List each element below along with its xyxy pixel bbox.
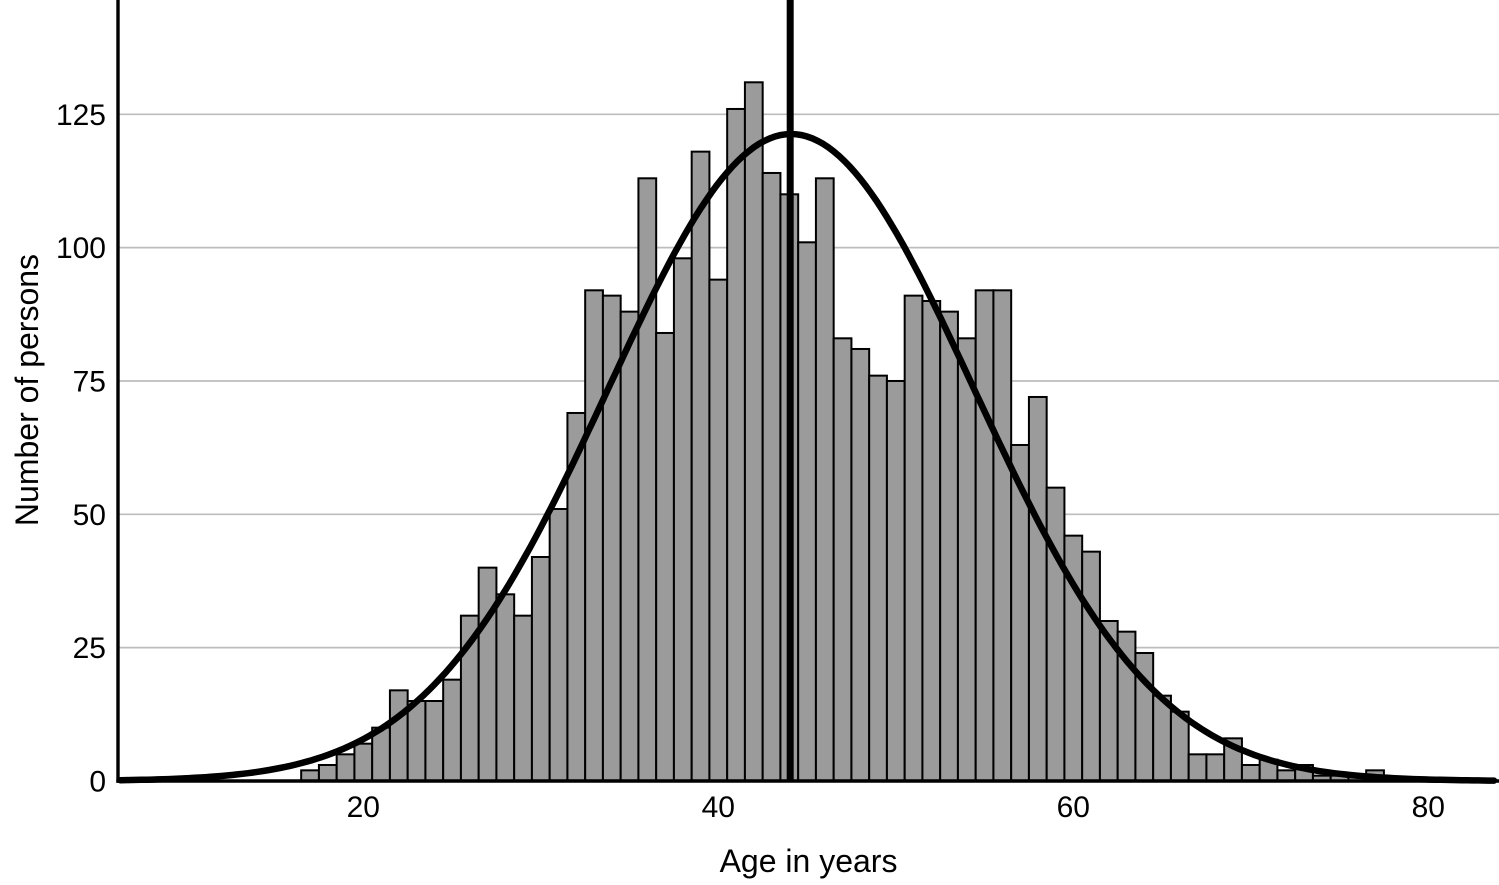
histogram-bar: [850, 347, 871, 782]
histogram-bar: [974, 289, 995, 782]
histogram-bar: [388, 689, 409, 782]
y-tick-label: 50: [73, 499, 106, 532]
histogram-bar: [832, 337, 853, 782]
histogram-bar: [353, 742, 374, 782]
histogram-bar: [992, 289, 1013, 782]
histogram-bar: [424, 699, 445, 782]
histogram-bar: [477, 566, 498, 782]
y-tick-label: 100: [56, 232, 106, 265]
histogram-bar: [1187, 753, 1208, 782]
y-axis-title: Number of persons: [9, 253, 45, 527]
histogram-bar: [637, 177, 658, 782]
histogram-bar: [814, 177, 835, 782]
histogram-bar: [921, 299, 942, 782]
histogram-bar: [797, 241, 817, 782]
histogram-bar: [335, 753, 356, 782]
histogram-bar: [690, 150, 711, 782]
histogram-bar: [672, 257, 693, 782]
x-tick-label: 60: [1057, 791, 1090, 824]
histogram-bar: [1240, 763, 1261, 783]
normal-curve: [116, 130, 1498, 784]
histogram-bar: [903, 294, 924, 782]
y-tick-label: 125: [56, 99, 106, 132]
histogram-bar: [708, 278, 729, 782]
histogram-bar: [548, 507, 569, 782]
histogram-bar: [442, 678, 462, 783]
x-tick-label: 80: [1412, 791, 1445, 824]
histogram-bar: [495, 593, 516, 782]
histogram-bar: [655, 331, 675, 782]
histogram-bar: [584, 289, 604, 782]
histogram-bar: [743, 81, 764, 782]
histogram-bar: [1081, 550, 1101, 783]
histogram-bar: [619, 310, 640, 782]
histogram-bar: [1205, 753, 1226, 782]
x-axis-title: Age in years: [719, 843, 898, 879]
histogram-bar: [939, 310, 959, 782]
histogram-bar: [513, 614, 533, 782]
histogram-bar: [885, 379, 906, 782]
histogram-bar: [1027, 395, 1048, 782]
x-tick-label: 40: [702, 791, 735, 824]
x-tick-label: 20: [347, 791, 380, 824]
histogram-bar: [406, 699, 427, 782]
y-tick-label: 25: [73, 632, 106, 665]
histogram-bar: [1152, 694, 1172, 783]
histogram-bar: [530, 555, 551, 782]
histogram-bar: [956, 337, 977, 782]
histogram-bar: [317, 763, 338, 783]
histogram-bar: [761, 171, 782, 782]
y-tick-label: 75: [73, 365, 106, 398]
histogram-bar: [726, 107, 746, 783]
histogram-bar: [868, 374, 888, 782]
y-tick-label: 0: [89, 766, 106, 799]
histogram-bar: [1045, 486, 1066, 782]
